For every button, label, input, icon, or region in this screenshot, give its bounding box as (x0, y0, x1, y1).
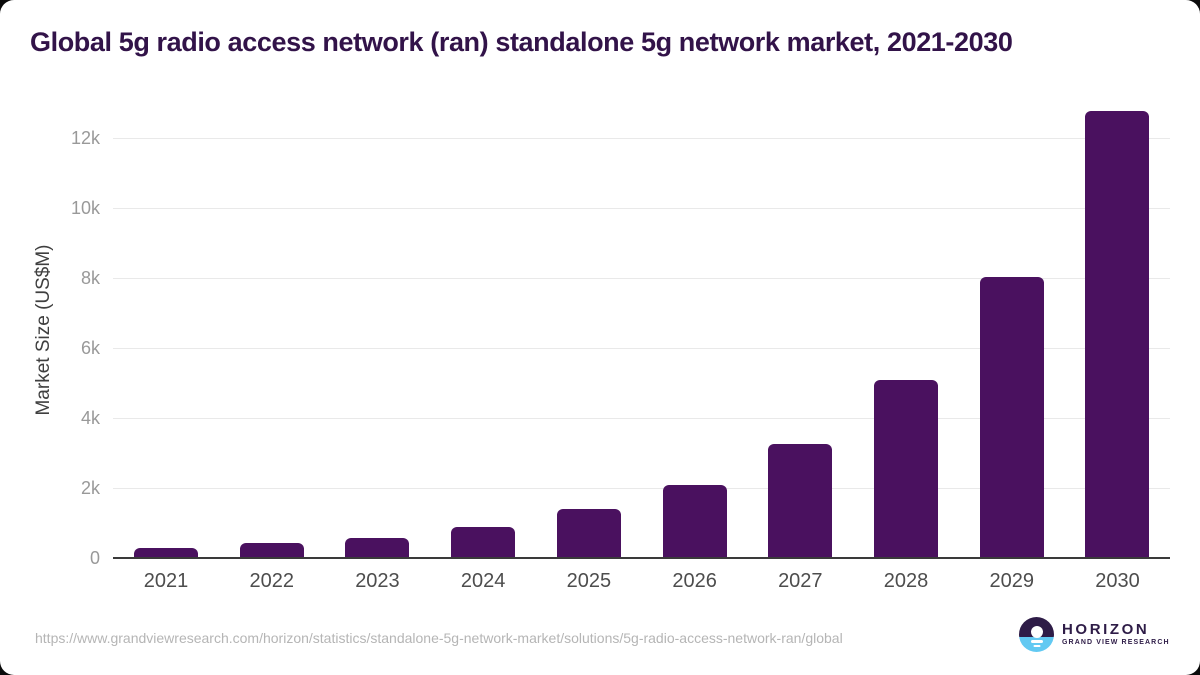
sun-dot-icon (1030, 626, 1043, 638)
bar-2028 (874, 379, 939, 558)
y-tick-label-8k: 8k (80, 268, 100, 288)
gridline-12k (113, 138, 1170, 139)
x-tick-label-2029: 2029 (989, 570, 1035, 592)
bar-2024 (451, 527, 516, 558)
x-axis-line (113, 557, 1170, 559)
horizon-logo: HORIZON GRAND VIEW RESEARCH (1019, 617, 1170, 652)
bar-2025 (556, 509, 621, 558)
logo-brand-name: HORIZON (1062, 621, 1150, 638)
x-tick-label-2028: 2028 (883, 570, 929, 592)
page-title: Global 5g radio access network (ran) sta… (30, 27, 1013, 57)
gridline-8k (113, 278, 1170, 279)
bar-2027 (768, 444, 833, 558)
x-tick-label-2023: 2023 (355, 570, 400, 592)
bar-2026 (662, 485, 727, 558)
bar-2030 (1085, 111, 1150, 558)
bar-2023 (345, 538, 410, 558)
gridline-4k (113, 418, 1170, 419)
x-tick-label-2027: 2027 (778, 570, 823, 592)
x-tick-label-2024: 2024 (460, 570, 506, 592)
x-tick-label-2025: 2025 (566, 570, 612, 592)
horizon-logo-icon (1019, 617, 1054, 652)
logo-text: HORIZON GRAND VIEW RESEARCH (1062, 622, 1170, 647)
gridline-2k (113, 488, 1170, 489)
y-tick-label-12k: 12k (70, 128, 100, 148)
x-tick-label-2026: 2026 (672, 570, 717, 592)
bar-2029 (979, 277, 1044, 558)
gridline-10k (113, 208, 1170, 209)
gridline-6k (113, 348, 1170, 349)
bar-2022 (239, 543, 304, 558)
logo-sub-brand: GRAND VIEW RESEARCH (1062, 639, 1170, 646)
x-tick-label-2021: 2021 (143, 570, 189, 592)
y-tick-label-0: 0 (89, 548, 100, 568)
x-tick-label-2030: 2030 (1095, 570, 1140, 592)
bar-2021 (134, 547, 198, 558)
horizon-line-icon (1030, 640, 1043, 643)
source-url: https://www.grandviewresearch.com/horizo… (35, 630, 843, 646)
y-tick-label-4k: 4k (80, 408, 100, 428)
horizon-line-small-icon (1033, 644, 1040, 647)
y-tick-label-6k: 6k (80, 338, 100, 358)
y-tick-label-2k: 2k (80, 478, 100, 498)
x-tick-label-2022: 2022 (249, 570, 294, 592)
y-tick-label-10k: 10k (70, 198, 100, 218)
